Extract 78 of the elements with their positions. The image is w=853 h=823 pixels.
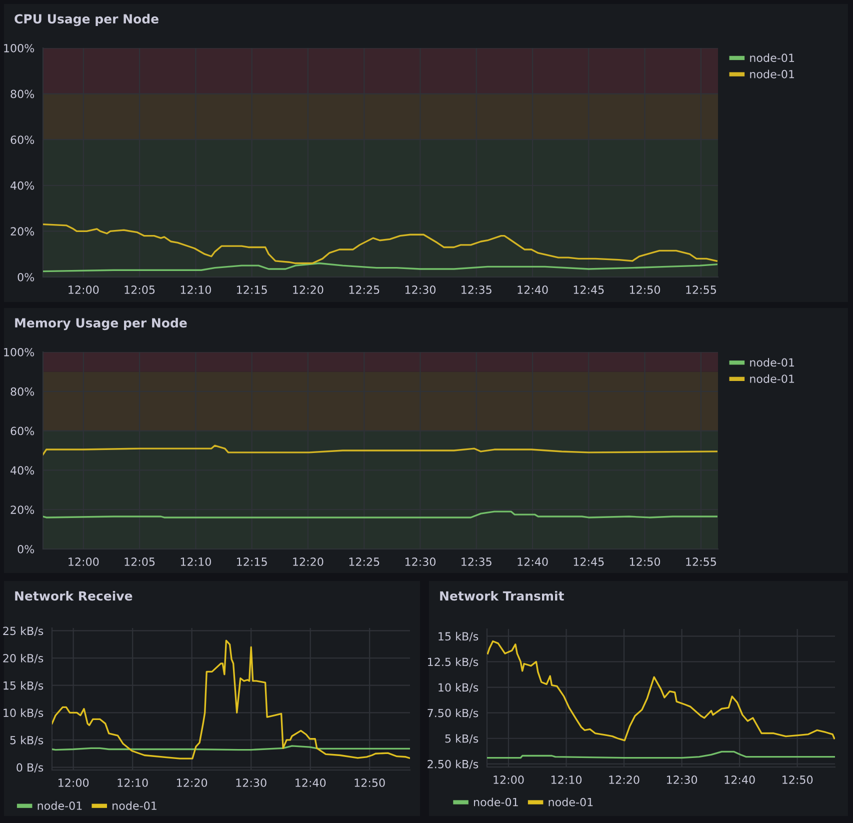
y-tick-label: 25 kB/s — [3, 626, 44, 636]
x-tick-label: 12:45 — [574, 286, 604, 294]
y-tick-label: 0% — [18, 544, 34, 554]
y-tick-label: 60% — [10, 136, 34, 144]
x-tick-label: 12:50 — [630, 558, 660, 566]
x-tick-label: 12:00 — [68, 286, 99, 294]
y-tick-label: 100% — [4, 348, 34, 356]
x-tick-label: 12:05 — [124, 286, 155, 294]
x-tick-label: 12:55 — [686, 286, 716, 294]
x-tick-label: 12:20 — [609, 776, 640, 784]
y-tick-label: 2.50 kB/s — [428, 760, 478, 770]
y-tick-label: 0 B/s — [16, 763, 44, 773]
x-tick-label: 12:00 — [494, 776, 524, 784]
x-tick-label: 12:40 — [724, 776, 755, 784]
legend-label: node-01 — [548, 798, 593, 806]
y-tick-label: 80% — [10, 387, 34, 396]
x-tick-label: 12:30 — [667, 776, 698, 784]
legend-label: node-01 — [112, 801, 156, 810]
legend-label: node-01 — [38, 801, 82, 810]
line-series — [487, 750, 835, 759]
y-tick-label: 40% — [10, 181, 34, 190]
line-series — [43, 444, 718, 456]
x-tick-label: 12:35 — [462, 286, 492, 294]
y-tick-label: 80% — [10, 90, 34, 98]
x-tick-label: 12:20 — [177, 778, 208, 787]
y-tick-label: 7.50 kB/s — [428, 708, 478, 718]
x-tick-label: 12:10 — [180, 286, 211, 294]
x-tick-label: 12:30 — [236, 778, 266, 787]
y-tick-label: 60% — [10, 426, 34, 436]
x-tick-label: 12:25 — [349, 286, 380, 294]
x-tick-label: 12:00 — [68, 558, 99, 566]
line-series — [487, 640, 835, 742]
x-tick-label: 12:45 — [574, 558, 604, 566]
x-tick-label: 12:20 — [293, 558, 324, 566]
chart-title: Network Transmit — [440, 590, 564, 601]
chart-title: CPU Usage per Node — [14, 14, 158, 26]
x-tick-label: 12:35 — [462, 558, 492, 566]
x-tick-label: 12:15 — [237, 558, 267, 566]
y-tick-label: 15 kB/s — [438, 632, 478, 642]
y-tick-label: 40% — [10, 466, 34, 475]
y-tick-label: 20% — [10, 506, 34, 514]
legend-label: node-01 — [750, 358, 794, 367]
y-tick-label: 15 kB/s — [4, 681, 44, 691]
x-tick-label: 12:40 — [296, 778, 326, 787]
x-tick-label: 12:10 — [118, 778, 148, 787]
y-tick-label: 10 kB/s — [4, 708, 44, 718]
legend-label: node-01 — [750, 374, 794, 383]
line-series — [43, 262, 718, 272]
x-tick-label: 12:30 — [405, 286, 436, 294]
y-tick-label: 0% — [18, 272, 34, 282]
legend-label: node-01 — [750, 53, 794, 62]
x-tick-label: 12:30 — [405, 558, 436, 566]
line-series — [43, 223, 718, 264]
y-tick-label: 12.5 kB/s — [428, 657, 478, 667]
x-tick-label: 12:25 — [349, 558, 380, 566]
y-tick-label: 100% — [4, 44, 34, 52]
x-tick-label: 12:10 — [180, 558, 211, 566]
x-tick-label: 12:50 — [354, 778, 385, 787]
x-tick-label: 12:00 — [58, 778, 89, 787]
x-tick-label: 12:10 — [551, 776, 582, 784]
line-series — [52, 640, 410, 760]
y-tick-label: 10 kB/s — [438, 683, 478, 693]
x-tick-label: 12:50 — [782, 776, 813, 784]
x-tick-label: 12:50 — [630, 286, 660, 294]
chart-title: Memory Usage per Node — [15, 318, 187, 330]
chart-title: Network Receive — [15, 590, 132, 601]
x-tick-label: 12:05 — [124, 558, 155, 566]
y-tick-label: 5 kB/s — [445, 734, 478, 744]
legend-label: node-01 — [474, 798, 518, 806]
y-tick-label: 20 kB/s — [3, 654, 44, 664]
y-tick-label: 20% — [10, 227, 34, 236]
x-tick-label: 12:15 — [237, 286, 267, 294]
x-tick-label: 12:55 — [686, 558, 716, 566]
y-tick-label: 5 kB/s — [10, 736, 44, 746]
x-tick-label: 12:40 — [518, 286, 548, 294]
legend-label: node-01 — [750, 70, 794, 78]
x-tick-label: 12:20 — [293, 286, 324, 294]
x-tick-label: 12:40 — [518, 558, 548, 566]
